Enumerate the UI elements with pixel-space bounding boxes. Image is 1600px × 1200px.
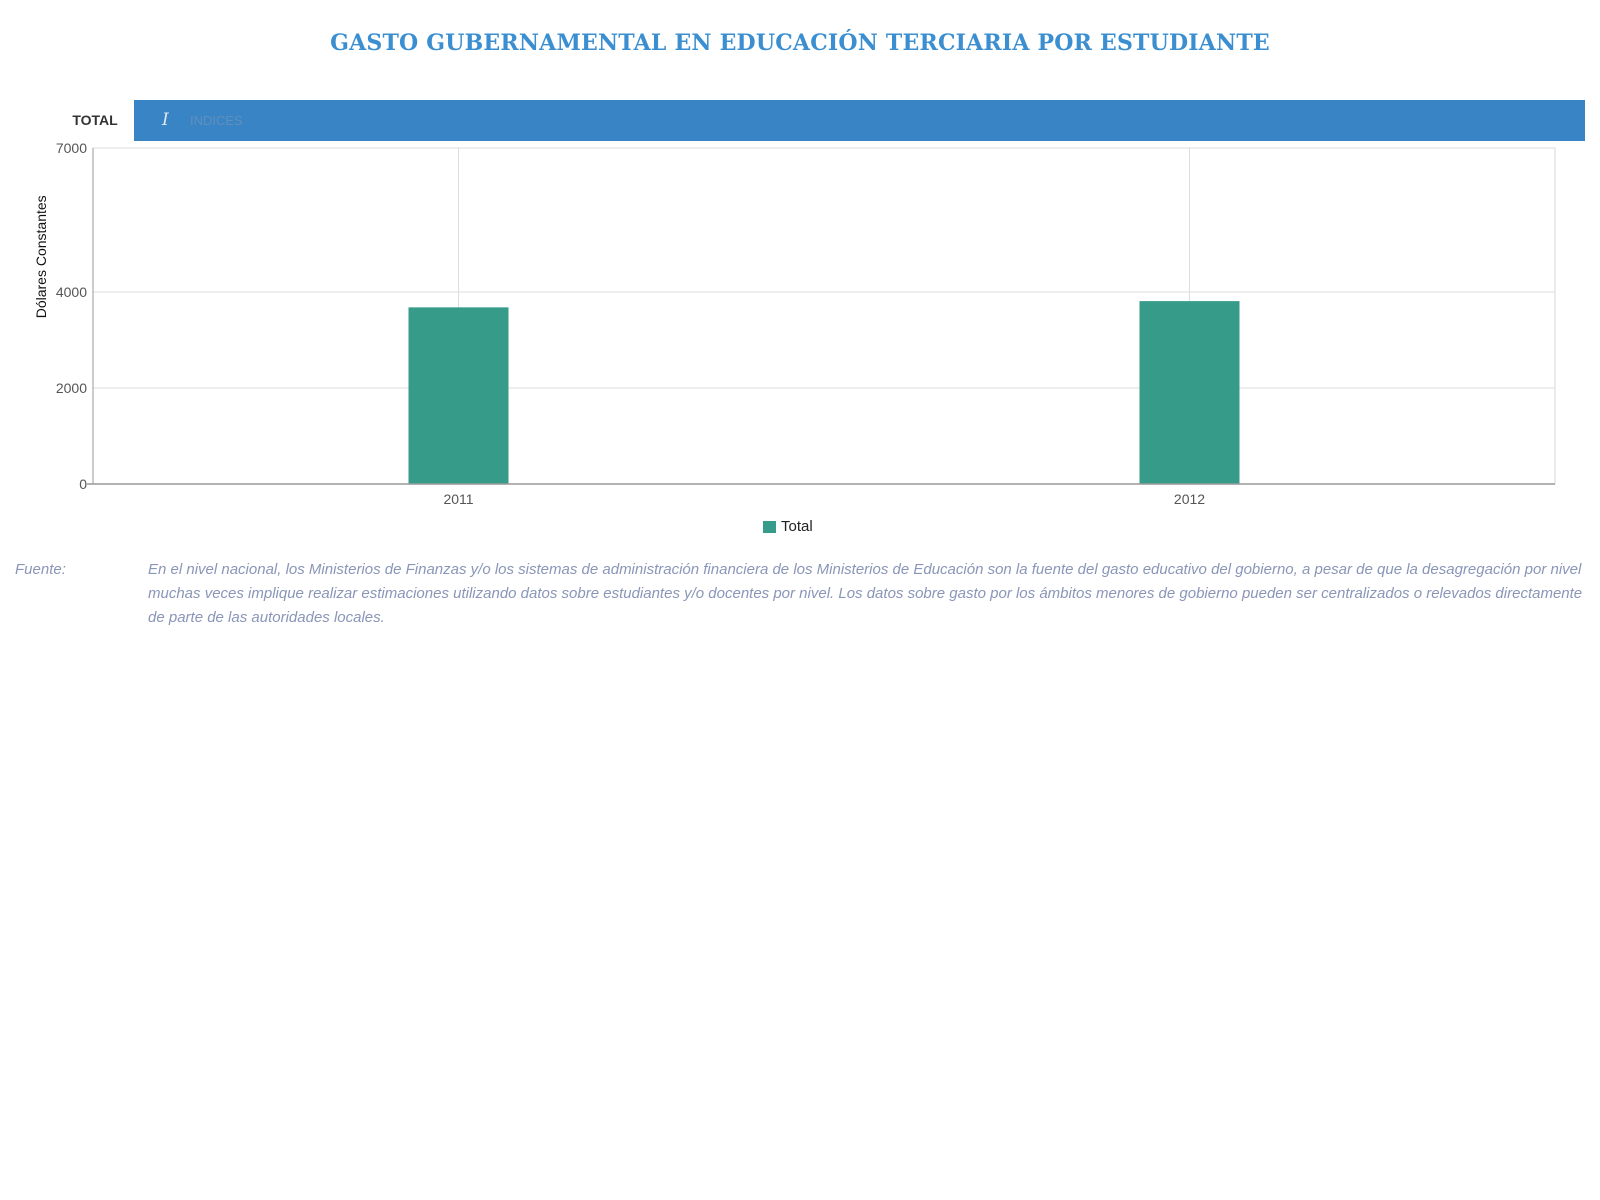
- text-cursor-icon: 𝐼: [162, 110, 169, 130]
- y-tick-label: 2000: [56, 380, 87, 396]
- chart-title: GASTO GUBERNAMENTAL EN EDUCACIÓN TERCIAR…: [330, 30, 1270, 56]
- bar-2011[interactable]: [408, 307, 509, 484]
- legend-label: Total: [781, 518, 813, 535]
- tab-indices[interactable]: 𝐼 INDICES: [134, 100, 1585, 141]
- bar-2012[interactable]: [1139, 301, 1240, 484]
- source-label: Fuente:: [15, 561, 66, 578]
- tab-bar: TOTAL 𝐼 INDICES: [56, 100, 1585, 141]
- x-tick-label: 2011: [443, 491, 473, 507]
- y-axis-label: Dólares Constantes: [33, 195, 49, 318]
- plot-frame: [92, 147, 1556, 485]
- bar-chart: 0 2000 4000 7000 2011 2012 Dólares Constantes: [33, 140, 1556, 507]
- y-tick-label: 7000: [56, 140, 87, 156]
- legend-swatch: [763, 521, 776, 533]
- x-tick-label: 2012: [1174, 491, 1205, 507]
- source-text: En el nivel nacional, los Ministerios de…: [148, 561, 1583, 626]
- tab-total[interactable]: TOTAL: [72, 112, 118, 128]
- tab-indices-label: INDICES: [190, 113, 243, 128]
- y-tick-label: 0: [79, 476, 87, 492]
- y-tick-label: 4000: [56, 284, 87, 300]
